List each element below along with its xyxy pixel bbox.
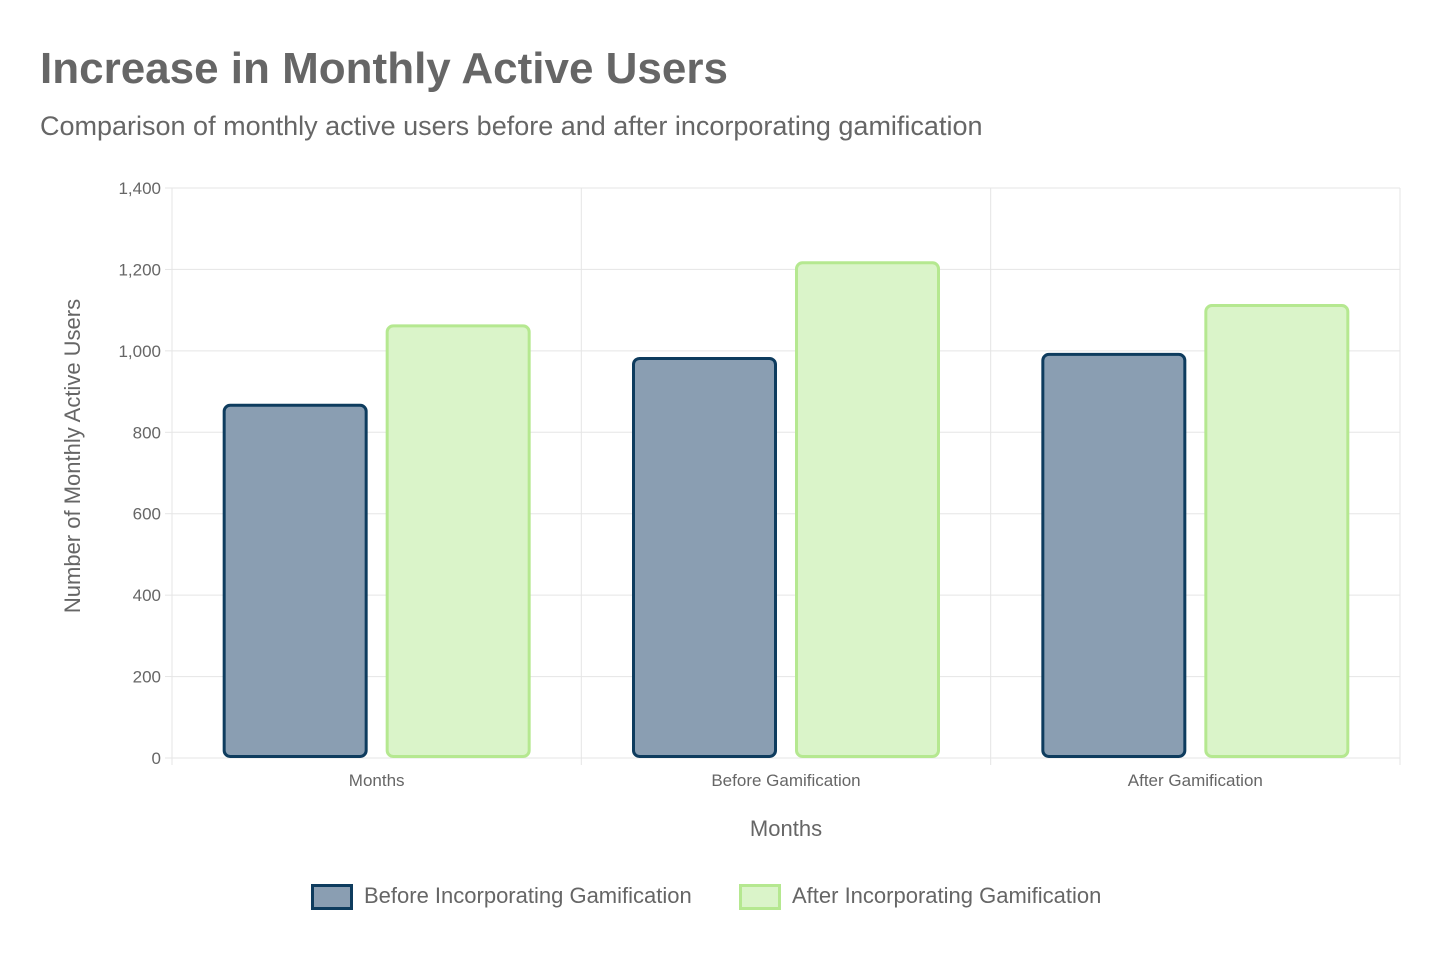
x-axis-title: Months [750, 816, 822, 841]
y-axis-title: Number of Monthly Active Users [60, 299, 85, 613]
bar-after [385, 324, 531, 758]
bar-before [632, 356, 777, 758]
y-tick-label: 1,200 [118, 260, 161, 279]
y-tick-label: 800 [133, 423, 161, 442]
y-tick-label: 400 [133, 586, 161, 605]
bar-after [1204, 304, 1350, 758]
x-tick-label: Before Gamification [711, 771, 860, 790]
y-tick-label: 600 [133, 505, 161, 524]
y-tick-label: 1,000 [118, 342, 161, 361]
bar-before [1041, 352, 1187, 758]
x-tick-label: Months [349, 771, 405, 790]
chart-title: Increase in Monthly Active Users [40, 44, 728, 93]
chart-subtitle: Comparison of monthly active users befor… [40, 111, 983, 141]
bar-after [795, 261, 940, 758]
y-tick-label: 200 [133, 668, 161, 687]
legend-swatch [311, 884, 353, 910]
x-tick-label: After Gamification [1128, 771, 1263, 790]
y-tick-label: 1,400 [118, 179, 161, 198]
y-tick-label: 0 [152, 749, 161, 768]
legend-label: After Incorporating Gamification [792, 883, 1101, 908]
legend-swatch [739, 884, 781, 910]
bar-before [222, 403, 368, 758]
legend-label: Before Incorporating Gamification [364, 883, 692, 908]
